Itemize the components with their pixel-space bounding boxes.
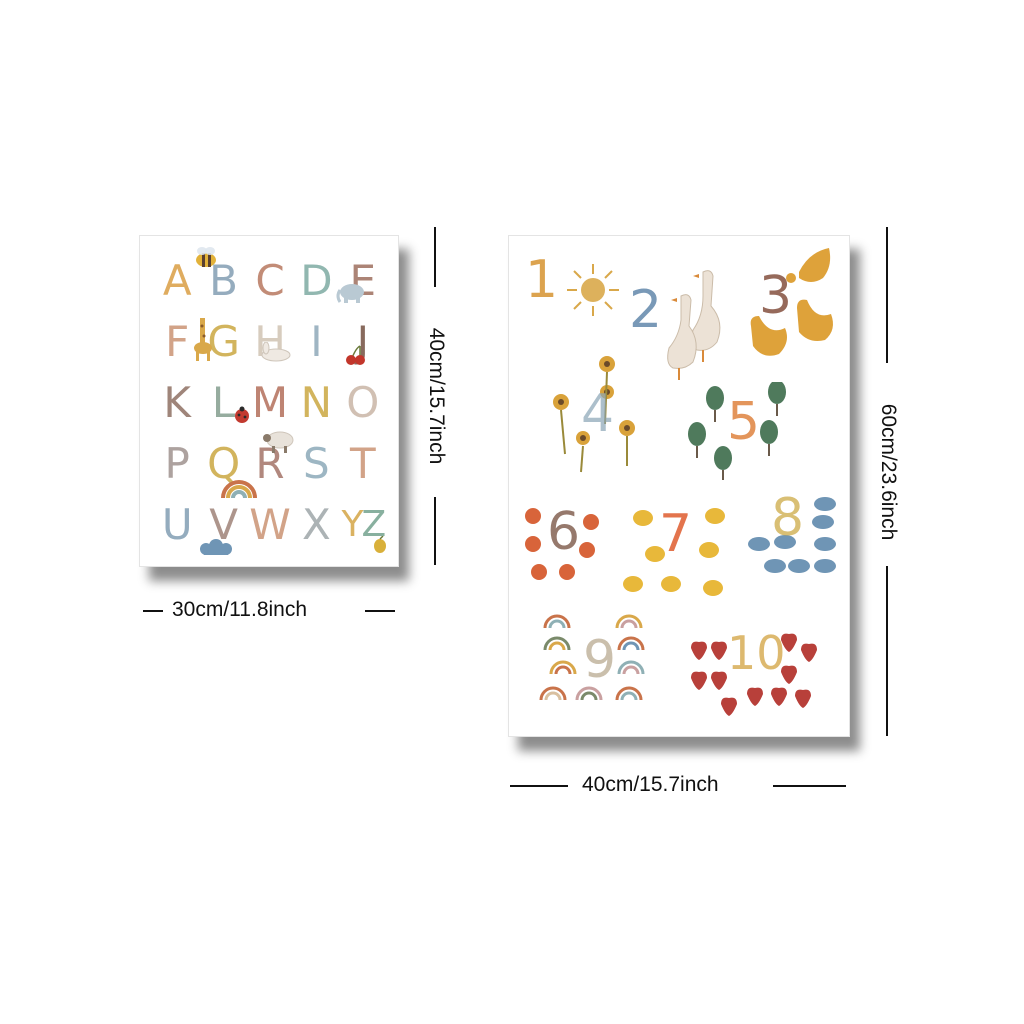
- number-cell-5: 5: [685, 382, 795, 482]
- ladybug-icon: [235, 406, 249, 423]
- goose-icon: [667, 270, 721, 380]
- chick-icon: [623, 508, 725, 596]
- letter-q: Q: [207, 438, 241, 488]
- numeral-1: 1: [525, 250, 559, 310]
- alpha-width-line-right: [365, 610, 395, 612]
- giraffe-icon: [194, 318, 212, 361]
- letter-o: O: [346, 377, 380, 427]
- number-cell-1: 1: [519, 250, 629, 320]
- alpha-width-line-left: [143, 610, 163, 612]
- alpha-width-label: 30cm/11.8inch: [172, 598, 308, 621]
- numeral-8: 8: [771, 488, 805, 548]
- letter-l: L: [211, 377, 236, 427]
- nums-height-label: 60cm/23.6inch: [877, 403, 900, 541]
- sunflower-icon: [553, 356, 635, 473]
- number-cell-2: 2: [627, 264, 737, 384]
- letter-f: F: [165, 316, 190, 366]
- alpha-height-label: 40cm/15.7inch: [425, 327, 448, 465]
- numeral-9: 9: [583, 630, 617, 690]
- alpha-height-line-top: [434, 227, 436, 287]
- lemon-icon: [374, 536, 386, 553]
- letter-g: G: [207, 316, 240, 366]
- number-cell-8: 8: [745, 492, 841, 592]
- apple-icon: [525, 508, 599, 580]
- bee-icon: [196, 247, 216, 267]
- letter-y: Y: [341, 503, 363, 545]
- tree-icon: [688, 382, 786, 480]
- nums-width-label: 40cm/15.7inch: [582, 773, 719, 796]
- letter-v: V: [209, 499, 238, 549]
- number-cell-9: 9: [539, 610, 649, 710]
- letter-r: R: [255, 438, 285, 488]
- number-cell-4: 4: [547, 354, 657, 474]
- letter-w: W: [249, 499, 291, 549]
- number-cell-7: 7: [619, 504, 729, 604]
- rainbow-icon: [539, 614, 645, 701]
- letter-u: U: [161, 499, 193, 549]
- numbers-poster: 1 2 3: [508, 235, 850, 737]
- numeral-7: 7: [659, 504, 693, 564]
- letter-i: I: [310, 316, 323, 366]
- nums-width-line-right: [773, 785, 846, 787]
- cherry-icon: [346, 345, 365, 365]
- elephant-icon: [336, 284, 364, 303]
- numeral-5: 5: [727, 392, 761, 452]
- numeral-2: 2: [629, 280, 663, 340]
- letter-n: N: [300, 377, 333, 427]
- rainbow-icon: [221, 480, 257, 499]
- number-cell-3: 3: [739, 246, 839, 376]
- sun-icon: [567, 264, 619, 316]
- number-cell-6: 6: [523, 504, 609, 584]
- letter-c: C: [255, 255, 285, 305]
- sheep-icon: [263, 431, 294, 453]
- numeral-10: 10: [727, 626, 786, 680]
- alpha-height-line-bottom: [434, 497, 436, 565]
- nums-height-line-top: [886, 227, 888, 363]
- letter-k: K: [163, 377, 191, 427]
- letter-d: D: [300, 255, 333, 305]
- letter-m: M: [251, 377, 289, 427]
- letter-t: T: [349, 438, 376, 488]
- letter-p: P: [164, 438, 190, 488]
- letter-a: A: [162, 255, 192, 305]
- nums-width-line-left: [510, 785, 568, 787]
- letter-x: X: [302, 499, 331, 549]
- bunny-icon: [261, 342, 291, 362]
- numeral-4: 4: [581, 384, 615, 444]
- strawberry-icon: [691, 633, 817, 716]
- numeral-3: 3: [759, 266, 793, 326]
- nums-height-line-bottom: [886, 566, 888, 736]
- number-cell-10: 10: [689, 626, 819, 718]
- letter-b: B: [209, 255, 238, 305]
- cloud-icon: [748, 497, 836, 573]
- numeral-6: 6: [547, 502, 581, 562]
- cloud-icon: [200, 539, 232, 555]
- letter-s: S: [303, 438, 330, 488]
- hen-icon: [750, 248, 833, 356]
